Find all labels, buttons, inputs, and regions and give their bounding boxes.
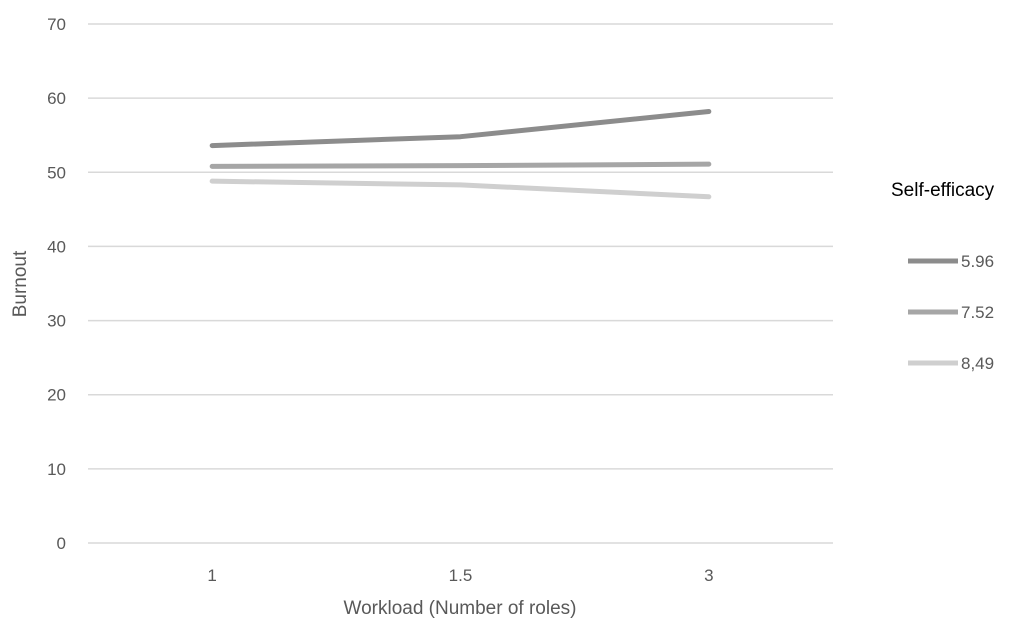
series-lines (209, 108, 712, 200)
y-axis-title: Burnout (10, 250, 31, 317)
y-tick-label: 60 (47, 89, 66, 108)
series-line-5-96 (209, 108, 712, 149)
series-line-7-52 (209, 161, 712, 169)
x-axis-title: Workload (Number of roles) (343, 598, 576, 619)
y-axis-ticks: 0 10 20 30 40 50 60 70 (47, 15, 66, 553)
series-line-8-49 (209, 178, 712, 200)
legend-label: 5.96 (961, 252, 994, 271)
legend-title: Self-efficacy (891, 180, 995, 201)
legend-label: 8,49 (961, 354, 994, 373)
x-tick-label: 1.5 (449, 566, 473, 585)
x-tick-label: 1 (207, 566, 216, 585)
legend: Self-efficacy 5.96 7.52 8,49 (891, 180, 995, 373)
y-tick-label: 0 (57, 534, 66, 553)
x-tick-label: 3 (704, 566, 713, 585)
x-axis-ticks: 1 1.5 3 (207, 566, 713, 585)
y-tick-label: 30 (47, 312, 66, 331)
gridlines (88, 23, 833, 544)
y-tick-label: 20 (47, 386, 66, 405)
legend-label: 7.52 (961, 303, 994, 322)
y-tick-label: 40 (47, 237, 66, 256)
y-tick-label: 70 (47, 15, 66, 34)
legend-items: 5.96 7.52 8,49 (908, 252, 994, 373)
y-tick-label: 50 (47, 163, 66, 182)
y-tick-label: 10 (47, 460, 66, 479)
